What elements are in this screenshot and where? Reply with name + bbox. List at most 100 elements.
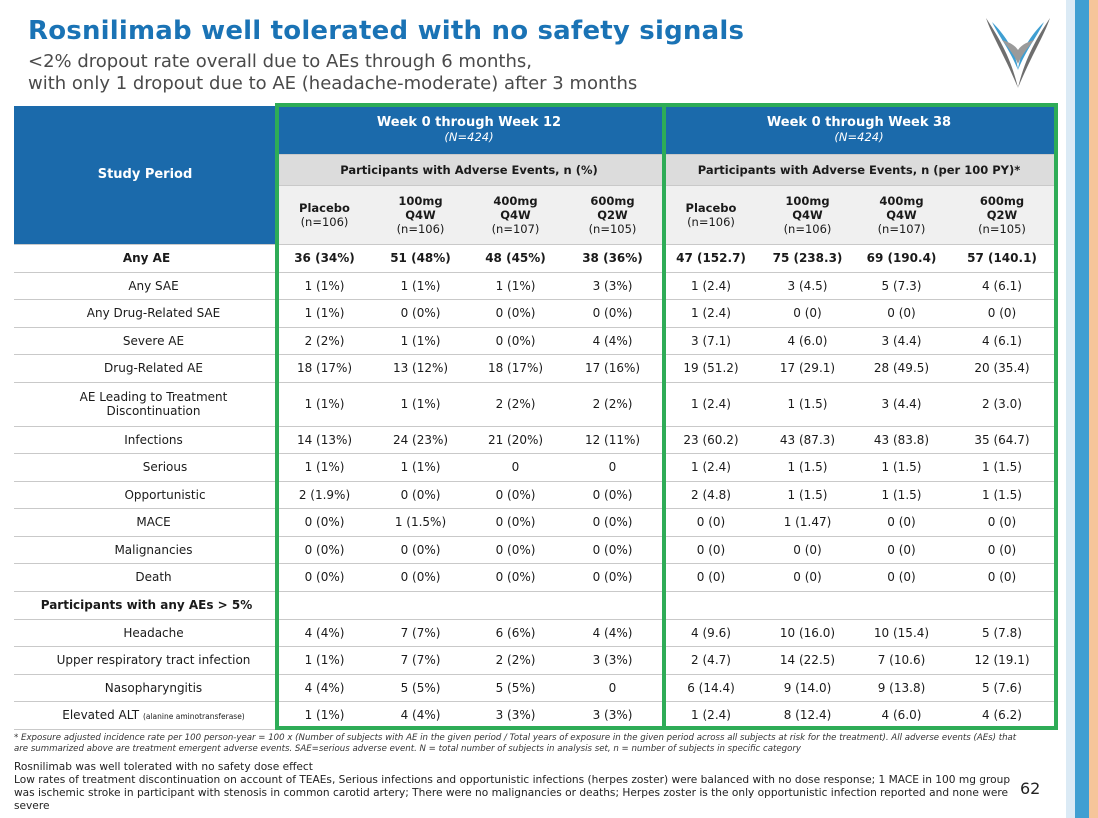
table-cell: 10 (15.4) [855,619,948,647]
table-cell: 19 (51.2) [662,354,760,383]
group1-subheader: Participants with Adverse Events, n (%) [276,154,662,186]
row-label: Severe AE [14,327,276,355]
table-cell: 1 (2.4) [662,299,760,328]
table-cell: 1 (1.5) [855,453,948,482]
row-label-line: Discontinuation [106,404,201,418]
table-cell: 0 (0%) [468,563,563,592]
dose-header-line: Q2W [597,207,628,222]
dose-column-header: 400mg Q4W (n=107) [855,185,948,245]
table-cell: 0 (0%) [276,536,373,564]
dose-header-line: (n=106) [396,221,445,236]
table-cell: 57 (140.1) [948,244,1056,273]
group2-n: (N=424) [834,130,884,145]
dose-column-header: 100mg Q4W (n=106) [760,185,855,245]
table-cell: 0 (0%) [468,536,563,564]
table-cell: 4 (4%) [276,619,373,647]
row-label-text: Upper respiratory tract infection [56,653,251,667]
row-label: Participants with any AEs > 5% [14,591,276,620]
row-label: Opportunistic [14,481,276,509]
dose-header-line: (n=106) [300,214,349,229]
table-cell: 1 (1.5) [760,453,855,482]
page-title: Rosnilimab well tolerated with no safety… [28,16,745,46]
summary-line-1: Rosnilimab was well tolerated with no sa… [14,761,313,773]
table-cell [468,591,563,620]
dose-header-line: Q4W [792,207,823,222]
table-cell: 21 (20%) [468,426,563,454]
table-cell: 3 (7.1) [662,327,760,355]
table-cell: 1 (1%) [373,327,468,355]
table-cell [855,591,948,620]
table-cell: 0 (0) [855,536,948,564]
row-label-text: Infections [124,432,183,447]
dose-header-line: Placebo [685,200,737,215]
row-label-text: Participants with any AEs > 5% [40,598,253,612]
row-label-text: Any AE [122,251,171,265]
table-cell: 0 (0) [760,563,855,592]
table-cell: 1 (1%) [276,646,373,675]
table-cell: 0 [563,674,662,702]
table-row: Death 0 (0%) 0 (0%) 0 (0%) 0 (0%) 0 (0) 0 (0) 0… [14,563,1056,592]
table-cell: 5 (7.6) [948,674,1056,702]
table-cell: 0 (0) [948,508,1056,537]
table-cell: 4 (6.1) [948,327,1056,355]
table-cell: 7 (7%) [373,619,468,647]
row-label: Any AE [14,244,276,273]
table-cell: 0 (0) [855,299,948,328]
row-label-text: Headache [123,625,184,640]
row-label: Any Drug-Related SAE [14,299,276,328]
table-cell: 5 (5%) [373,674,468,702]
table-cell: 0 (0%) [468,481,563,509]
table-cell: 75 (238.3) [760,244,855,273]
dose-header-line: Q4W [405,207,436,222]
row-label-text: Drug-Related AE [104,361,203,375]
row-label-text: Elevated ALT [62,708,140,722]
table-cell: 51 (48%) [373,244,468,273]
group1-title: Week 0 through Week 12 [376,115,562,131]
table-cell [373,591,468,620]
table-cell: 1 (1.5) [948,453,1056,482]
table-row: Severe AE 2 (2%) 1 (1%) 0 (0%) 4 (4%) 3 (7.1)… [14,327,1056,355]
dose-column-header: 600mg Q2W (n=105) [948,185,1056,245]
dose-header-line: (n=105) [588,221,637,236]
table-cell: 14 (22.5) [760,646,855,675]
table-cell [276,591,373,620]
row-label: Upper respiratory tract infection [14,646,276,675]
decorative-bar-light [1066,0,1075,818]
table-row: AE Leading to Treatment Discontinuation 1 … [14,382,1056,427]
table-cell: 0 (0%) [276,563,373,592]
table-cell: 1 (1%) [276,382,373,427]
group2-title: Week 0 through Week 38 [766,115,952,131]
page-number: 62 [1020,779,1041,798]
row-label-line: AE Leading to Treatment [79,390,228,404]
dose-column-header: Placebo (n=106) [276,185,373,245]
dose-header-line: Placebo [299,200,350,215]
table-cell: 3 (3%) [563,701,662,730]
table-cell: 7 (10.6) [855,646,948,675]
table-cell: 13 (12%) [373,354,468,383]
summary-text: Rosnilimab was well tolerated with no sa… [14,761,1014,813]
table-cell: 1 (2.4) [662,382,760,427]
table-cell: 69 (190.4) [855,244,948,273]
table-row: Drug-Related AE 18 (17%) 13 (12%) 18 (17%) 1… [14,354,1056,383]
table-cell: 0 (0) [662,508,760,537]
dose-header-line: 400mg [879,193,924,208]
table-cell: 0 (0) [948,563,1056,592]
table-cell: 0 (0%) [373,536,468,564]
table-row: Opportunistic 2 (1.9%) 0 (0%) 0 (0%) 0 (0%) 2… [14,481,1056,509]
table-cell: 0 (0%) [563,508,662,537]
table-cell: 24 (23%) [373,426,468,454]
company-logo-icon [986,18,1050,88]
table-cell: 4 (6.0) [855,701,948,730]
table-cell: 2 (2%) [276,327,373,355]
table-cell: 4 (4%) [276,674,373,702]
table-cell: 48 (45%) [468,244,563,273]
table-cell: 0 (0%) [468,327,563,355]
table-row: Elevated ALT (alanine aminotransferase) 1… [14,701,1056,730]
table-cell: 0 [563,453,662,482]
table-cell: 5 (5%) [468,674,563,702]
row-label-text: Malignancies [114,542,193,557]
table-cell: 20 (35.4) [948,354,1056,383]
table-cell: 1 (2.4) [662,701,760,730]
table-cell: 47 (152.7) [662,244,760,273]
dose-header-line: Q4W [886,207,917,222]
